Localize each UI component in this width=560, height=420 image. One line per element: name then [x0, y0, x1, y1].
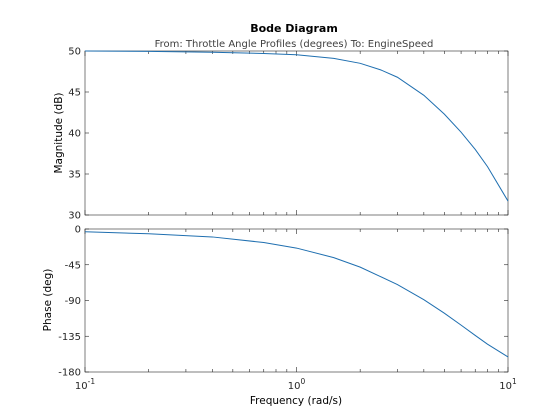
magnitude-ytick-label: 35: [68, 170, 81, 181]
phase-axes-frame: [84, 228, 509, 373]
x-tick-label: 10-1: [75, 377, 95, 392]
magnitude-ytick-label: 45: [68, 88, 81, 99]
phase-ylabel: Phase (deg): [42, 269, 54, 332]
magnitude-ytick-label: 30: [68, 211, 81, 222]
phase-ytick-label: -90: [65, 296, 81, 307]
magnitude-ytick-label: 50: [68, 47, 81, 58]
phase-ytick-label: 0: [75, 225, 81, 236]
x-axis-label: Frequency (rad/s): [250, 395, 342, 407]
magnitude-series-line: [84, 50, 509, 202]
phase-panel: [84, 228, 509, 373]
magnitude-ylabel: Magnitude (dB): [53, 92, 65, 173]
x-tick-label: 101: [499, 377, 517, 392]
phase-ytick-label: -180: [58, 368, 81, 379]
phase-ytick-label: -135: [58, 332, 81, 343]
chart-title: Bode Diagram: [250, 22, 338, 35]
phase-ytick-label: -45: [65, 260, 81, 271]
phase-series-line: [84, 231, 509, 358]
magnitude-axes-frame: [84, 50, 509, 216]
magnitude-ytick-label: 40: [68, 129, 81, 140]
chart-subtitle: From: Throttle Angle Profiles (degrees) …: [155, 39, 434, 50]
magnitude-panel: [84, 50, 509, 216]
x-tick-label: 100: [288, 377, 306, 392]
